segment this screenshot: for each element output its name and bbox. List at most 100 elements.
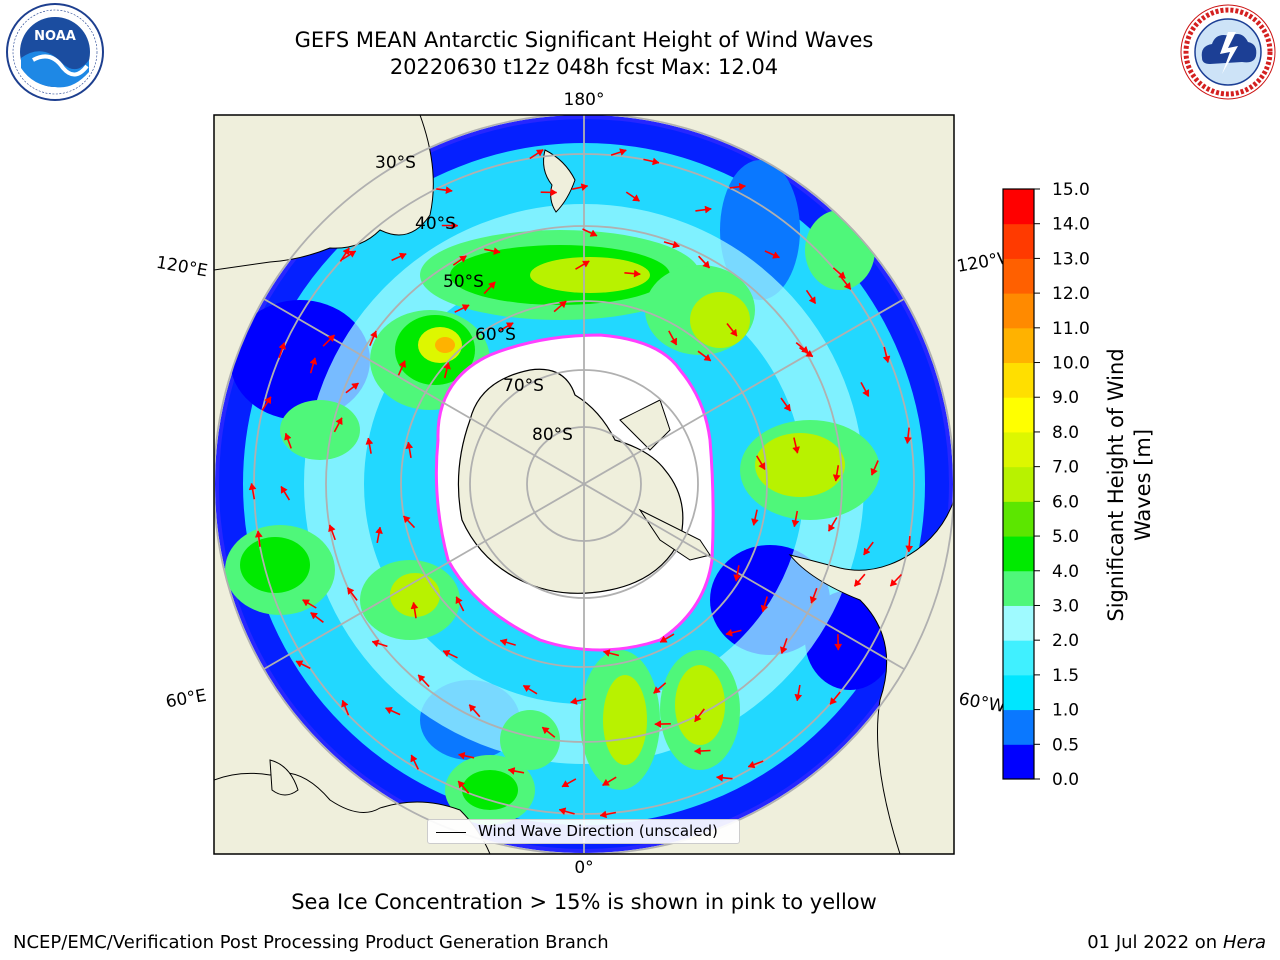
wave-arrow-head	[581, 260, 590, 268]
wave-arrow-head	[451, 221, 459, 230]
graticule	[214, 115, 954, 854]
colorbar-segment	[1003, 744, 1034, 780]
colorbar-segment	[1003, 189, 1034, 225]
wave-arrow-head	[398, 360, 406, 369]
colorbar-segment	[1003, 501, 1034, 537]
colorbar-tick-label: 10.0	[1052, 354, 1090, 374]
wave-arrow-head	[443, 362, 451, 370]
wave-arrow-head	[535, 149, 544, 157]
colorbar-segment	[1003, 466, 1034, 502]
colorbar-segment	[1003, 293, 1034, 329]
colorbar-tick-label: 14.0	[1052, 215, 1090, 235]
wave-arrow-head	[570, 697, 578, 705]
wave-arrow-head	[403, 515, 411, 524]
wave-arrow-head	[809, 596, 818, 604]
wave-arrow-head	[442, 650, 451, 658]
colorbar-tick-label: 1.5	[1052, 666, 1079, 686]
wave-arrow-head	[905, 545, 914, 553]
wave-arrow-head	[327, 334, 335, 343]
colorbar-tick-label: 13.0	[1052, 249, 1090, 269]
wave-arrow-head	[302, 599, 310, 607]
wave-arrow-head	[351, 382, 359, 390]
lon-label-60e: 60°E	[164, 686, 208, 713]
wave-arrow-head	[863, 547, 871, 556]
wave-arrow-head	[365, 437, 374, 445]
legend-line-sample	[436, 832, 466, 833]
wave-arrow-head	[602, 778, 610, 786]
lat-label-50: 50°S	[443, 272, 484, 292]
wave-arrow-head	[654, 720, 662, 728]
sea-ice-caption: Sea Ice Concentration > 15% is shown in …	[291, 890, 877, 914]
wave-arrow-head	[461, 304, 470, 312]
colorbar-tick-label: 5.0	[1052, 527, 1079, 547]
wave-arrow-head	[834, 643, 843, 651]
wave-arrow-head	[410, 754, 418, 763]
colorbar-tick-label: 11.0	[1052, 319, 1090, 339]
colorbar-segment	[1003, 327, 1034, 364]
lat-label-40: 40°S	[415, 214, 456, 234]
wave-arrow-head	[890, 578, 898, 587]
wave-arrow-head	[738, 182, 746, 191]
wave-arrow-head	[791, 519, 800, 528]
wave-arrow-head	[672, 240, 680, 249]
wave-arrow-head	[652, 157, 660, 166]
map-frame	[213, 114, 955, 855]
wave-arrow-head	[733, 574, 742, 582]
wave-arrow-head	[779, 646, 788, 654]
wave-arrow-head	[805, 349, 814, 357]
wave-arrow-head	[348, 250, 357, 258]
colorbar-segment	[1003, 674, 1034, 711]
wave-arrow-head	[295, 660, 304, 668]
wave-arrow-head	[599, 810, 608, 819]
wave-arrow-head	[522, 685, 531, 693]
wave-arrow-head	[417, 674, 426, 683]
wave-arrow-head	[284, 432, 292, 441]
wave-arrow-head	[758, 462, 766, 470]
wave-arrow-head	[747, 760, 756, 769]
wave-arrow-head	[694, 714, 702, 723]
noaa-logo: NOAA	[6, 3, 104, 101]
colorbar-segment	[1003, 223, 1034, 259]
lat-label-70: 70°S	[503, 376, 544, 396]
wave-arrow-head	[410, 601, 419, 610]
wave-arrow-head	[904, 436, 912, 444]
lon-label-60w: 60°W	[957, 689, 1007, 717]
wave-arrow-head	[310, 612, 318, 620]
colorbar-segment	[1003, 362, 1034, 398]
svg-text:Significant Height of Wind: Significant Height of Wind	[1104, 348, 1128, 621]
wave-arrow-head	[751, 518, 759, 526]
colorbar-tick-label: 7.0	[1052, 458, 1079, 478]
colorbar-segment	[1003, 570, 1034, 606]
wave-arrow-head	[653, 686, 661, 694]
wave-arrow-head	[328, 524, 336, 533]
wave-arrow-head	[561, 780, 570, 788]
wave-arrow-head	[716, 773, 724, 782]
wave-arrow-head	[370, 330, 378, 339]
wave-arrow-head	[828, 523, 836, 532]
wave-arrow-head	[838, 271, 846, 279]
wave-arrow-head	[670, 337, 677, 346]
wave-arrow-head	[589, 229, 598, 237]
colorbar-segment	[1003, 536, 1034, 572]
footer-branch: NCEP/EMC/Verification Post Processing Pr…	[13, 932, 609, 953]
wave-arrow-head	[445, 186, 453, 194]
wave-arrow-head	[659, 635, 668, 643]
lon-label-120e: 120°E	[155, 253, 209, 282]
wave-arrow-head	[507, 767, 516, 775]
wave-arrow-head	[632, 194, 640, 202]
wave-arrow-head	[783, 403, 791, 412]
wave-arrow-head	[342, 247, 350, 256]
wave-arrow-head	[694, 747, 701, 755]
new-zealand	[543, 149, 576, 213]
wave-arrow-head	[341, 699, 349, 708]
wave-arrow-head	[829, 697, 838, 705]
wave-arrow-head	[558, 807, 567, 816]
colorbar-segment	[1003, 397, 1034, 433]
wave-arrow-head	[457, 780, 466, 789]
wave-arrow-head	[505, 322, 514, 330]
wave-arrow-head	[375, 526, 383, 535]
wave-arrow-head	[459, 255, 467, 263]
lon-label-180: 180°	[564, 90, 605, 110]
chart-subtitle: 20220630 t12z 048h fcst Max: 12.04	[389, 55, 779, 79]
wave-arrow-head	[371, 639, 380, 648]
